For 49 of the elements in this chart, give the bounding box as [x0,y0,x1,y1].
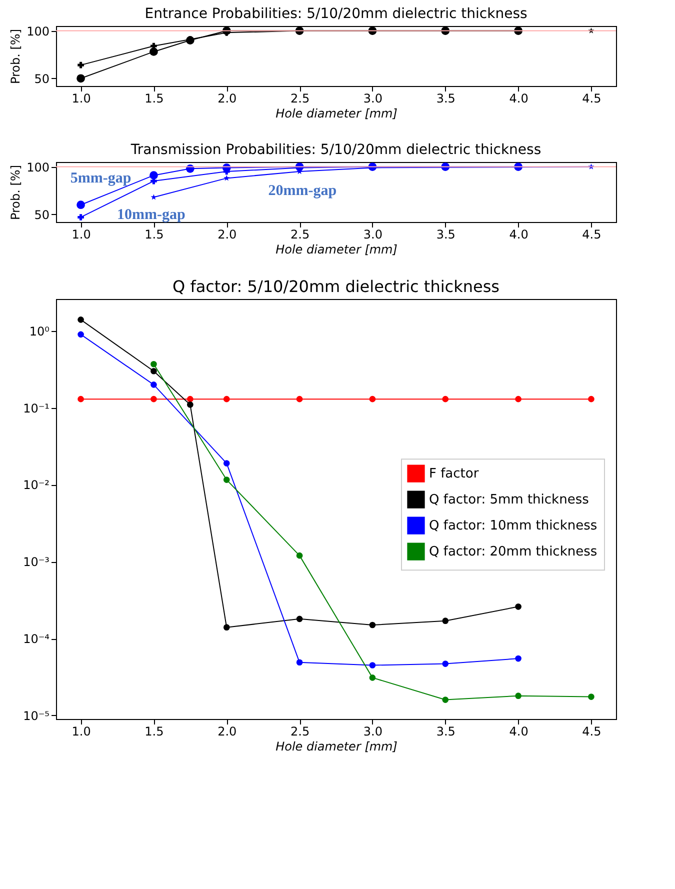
x-tick-label: 4.0 [509,228,528,242]
legend-label: Q factor: 5mm thickness [429,492,590,508]
annotation: 10mm-gap [117,207,186,224]
legend-label: Q factor: 20mm thickness [429,544,598,560]
y-tick-label: 10⁻³ [23,555,50,570]
y-axis-title: Prob. [%] [8,164,23,220]
x-tick-label: 1.0 [72,228,91,242]
y-tick-label: 100 [26,160,50,174]
x-axis-title: Hole diameter [mm] [276,740,398,754]
x-tick-label: 1.5 [144,724,164,738]
legend-label: Q factor: 10mm thickness [429,518,598,534]
x-tick-label: 2.5 [290,228,310,242]
x-tick-label: 1.5 [144,92,164,106]
legend-label: F factor [429,466,480,482]
x-tick-label: 4.5 [582,92,602,106]
x-tick-label: 2.0 [218,724,237,738]
y-tick-label: 100 [26,24,50,38]
x-tick-label: 3.5 [436,92,456,106]
x-tick-label: 1.0 [72,92,91,106]
y-tick-label: 10⁻¹ [23,401,50,416]
x-tick-label: 3.0 [363,228,383,242]
x-tick-label: 2.5 [290,92,310,106]
x-tick-label: 3.5 [436,724,456,738]
chart-title: Transmission Probabilities: 5/10/20mm dielectric thickness [130,142,542,158]
y-tick-label: 50 [34,72,50,86]
x-tick-label: 3.0 [363,92,383,106]
x-tick-label: 4.5 [582,724,602,738]
x-tick-label: 1.0 [72,724,91,738]
y-tick-label: 10⁻⁵ [23,708,50,723]
chart-title: Q factor: 5/10/20mm dielectric thickness [172,277,500,296]
chart-title: Entrance Probabilities: 5/10/20mm dielectric thickness [144,6,528,22]
x-tick-label: 4.0 [509,92,528,106]
y-tick-label: 50 [34,208,50,222]
y-tick-label: 10⁰ [29,324,50,338]
annotation: 20mm-gap [268,183,337,200]
x-tick-label: 3.5 [436,228,456,242]
x-tick-label: 4.0 [509,724,528,738]
y-tick-label: 10⁻⁴ [23,632,50,646]
x-tick-label: 4.5 [582,228,602,242]
x-tick-label: 3.0 [363,724,383,738]
y-tick-label: 10⁻² [23,478,50,492]
x-tick-label: 2.5 [290,724,310,738]
x-tick-label: 2.0 [218,92,237,106]
x-tick-label: 1.5 [144,228,164,242]
x-axis-title: Hole diameter [mm] [276,242,398,256]
x-tick-label: 2.0 [218,228,237,242]
annotation: 5mm-gap [70,170,132,187]
y-axis-title: Prob. [%] [8,28,23,84]
x-axis-title: Hole diameter [mm] [276,106,398,120]
